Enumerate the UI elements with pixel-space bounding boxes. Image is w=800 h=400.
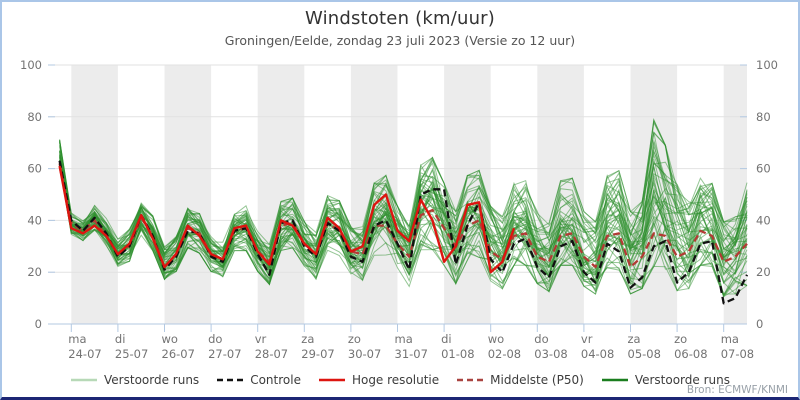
legend-swatch-line [71,378,98,382]
x-date-label: 01-08 [441,347,474,361]
x-date-label: 06-08 [674,347,707,361]
legend-swatch-line [457,378,484,382]
legend-item-label: Verstoorde runs [634,373,730,387]
y-tick-label-left: 80 [27,110,42,124]
day-band [164,65,212,324]
series-line-controle [58,160,749,305]
chart-legend: Verstoorde runs Controle Hoge resolutie Mid… [2,373,798,387]
x-day-label: za [301,332,314,346]
x-date-label: 02-08 [488,347,521,361]
chart-subtitle: Groningen/Eelde, zondag 23 juli 2023 (Ve… [224,33,576,48]
legend-item-middelste-p50-: Middelste (P50) [456,373,584,387]
legend-item-controle: Controle [216,373,301,387]
x-day-label: zo [348,332,361,346]
legend-item-label: Verstoorde runs [104,373,200,387]
legend-item-label: Controle [250,373,301,387]
legend-item-verstoorde-runs: Verstoorde runs [601,373,730,387]
day-band [257,65,305,324]
x-day-label: za [628,332,641,346]
x-date-label: 07-08 [721,347,754,361]
x-date-label: 03-08 [534,347,567,361]
ensemble-member-line [59,139,748,290]
x-date-label: 24-07 [68,347,101,361]
x-date-label: 26-07 [162,347,195,361]
x-date-label: 04-08 [581,347,614,361]
x-day-label: di [115,332,126,346]
ensemble-member-line [59,131,748,272]
source-credit: Bron: ECMWF/KNMI [686,384,788,396]
series-line-hoge-resolutie [58,165,516,274]
y-tick-label-left: 20 [27,265,42,279]
x-date-label: 31-07 [395,347,428,361]
legend-item-verstoorde-runs: Verstoorde runs [70,373,199,387]
legend-swatch-line [217,378,244,382]
ensemble-member-line [59,120,748,293]
legend-item-label: Middelste (P50) [490,373,584,387]
y-tick-label-right: 60 [756,162,771,176]
y-tick-label-right: 80 [756,110,771,124]
ensemble-member-line [59,163,748,272]
y-tick-label-right: 0 [756,317,763,331]
y-tick-label-right: 20 [756,265,771,279]
chart-title: Windstoten (km/uur) [304,8,496,29]
x-date-label: 05-08 [628,347,661,361]
y-tick-label-left: 60 [27,162,42,176]
x-date-label: 28-07 [255,347,288,361]
x-day-label: zo [674,332,687,346]
day-band [71,65,118,324]
y-tick-label-left: 40 [27,213,42,227]
ensemble-member-line [59,141,748,273]
x-day-label: do [208,332,222,346]
legend-swatch-line [318,378,345,382]
x-day-label: di [441,332,452,346]
ensemble-member-line [59,153,748,282]
y-tick-label-right: 40 [756,213,771,227]
legend-item-hoge-resolutie: Hoge resolutie [318,373,439,387]
x-day-label: vr [581,332,593,346]
legend-swatch-line [601,378,628,382]
ensemble-member-line [59,163,748,296]
x-date-label: 30-07 [348,347,381,361]
x-date-label: 29-07 [301,347,334,361]
x-day-label: wo [488,332,504,346]
x-day-label: ma [721,332,739,346]
ensemble-member-line [59,165,748,283]
x-date-label: 27-07 [208,347,241,361]
y-tick-label-left: 100 [20,58,42,72]
x-day-label: ma [395,332,413,346]
y-tick-label-right: 100 [756,58,778,72]
x-day-label: do [534,332,548,346]
x-date-label: 25-07 [115,347,148,361]
x-day-label: vr [255,332,267,346]
ensemble-member-line [59,168,748,298]
x-day-label: ma [68,332,86,346]
legend-item-label: Hoge resolutie [351,373,440,387]
x-day-label: wo [162,332,178,346]
y-tick-label-left: 0 [35,317,42,331]
